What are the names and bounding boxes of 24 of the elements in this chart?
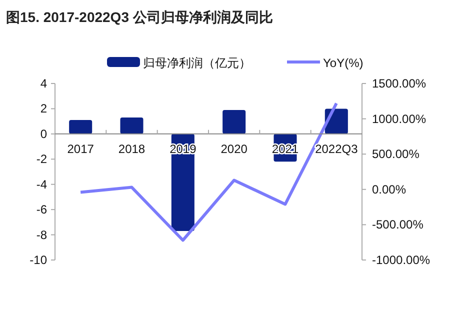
y-tick-label: -6 <box>36 202 48 217</box>
bar <box>120 118 144 134</box>
bar <box>222 110 246 134</box>
y2-tick-label: 0.00% <box>372 182 406 196</box>
y2-tick-label: 1500.00% <box>372 76 426 90</box>
y-tick-label: -2 <box>36 152 48 166</box>
y2-tick-label: -500.00% <box>372 218 424 232</box>
y-tick-label: 0 <box>40 126 48 141</box>
x-tick-label: 2020 <box>220 142 248 156</box>
x-tick-label: 2017 <box>67 142 94 156</box>
y-tick-label: -10 <box>30 253 48 267</box>
y-tick-label: 4 <box>40 76 48 90</box>
y2-tick-label: 1000.00% <box>372 112 426 126</box>
y-tick-label: -8 <box>36 228 48 242</box>
x-tick-label: 2022Q3 <box>315 142 358 156</box>
legend-label: YoY(%) <box>323 56 364 70</box>
title: 图15. 2017-2022Q3 公司归母净利润及同比 <box>6 9 273 25</box>
x-tick-label: 2018 <box>118 142 146 156</box>
y-tick-label: 2 <box>40 102 48 116</box>
legend-label: 归母净利润（亿元） <box>143 56 251 70</box>
bar <box>69 120 92 134</box>
y-tick-label: -4 <box>36 177 48 192</box>
y2-tick-label: -1000.00% <box>372 253 430 267</box>
y2-tick-label: 500.00% <box>372 147 420 162</box>
